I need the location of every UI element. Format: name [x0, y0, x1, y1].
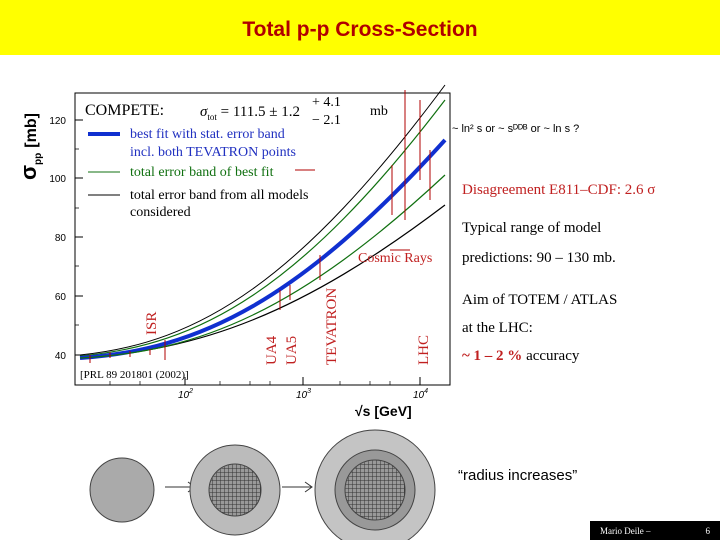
curves — [79, 84, 447, 360]
growth-note: ~ ln² s or ~ sᴰᴰᴮ or ~ ln s ? — [452, 123, 579, 135]
formula-up: + 4.1 — [312, 95, 341, 110]
note-line: at the LHC: — [462, 320, 533, 336]
experiments: ISR UA4 UA5 TEVATRON LHC Cosmic Rays — [144, 251, 432, 365]
legend-heading: COMPETE: — [85, 102, 164, 119]
data-points — [89, 90, 431, 363]
footer-author: Mario Deile – — [600, 526, 651, 536]
note-line: Aim of TOTEM / ATLAS — [462, 292, 617, 308]
formula-unit: mb — [370, 104, 388, 119]
legend: best fit with stat. error band incl. bot… — [88, 127, 308, 220]
y-tick-label: 100 — [49, 174, 66, 185]
page-number: 6 — [706, 526, 711, 536]
y-tick-label: 40 — [55, 351, 67, 362]
plot-frame — [74, 92, 451, 386]
reference: [PRL 89 201801 (2002)] — [80, 369, 189, 381]
diagram-caption: “radius increases” — [458, 467, 577, 484]
y-tick-label: 80 — [55, 233, 67, 244]
x-tick-label: 104 — [413, 388, 428, 401]
experiment: LHC — [416, 335, 432, 365]
x-tick-label: 103 — [296, 388, 311, 401]
y-tick-label: 60 — [55, 292, 67, 303]
ticks — [75, 119, 421, 385]
legend-entry: total error band of best fit — [130, 165, 274, 180]
x-tick-labels: 102 103 104 — [178, 388, 428, 401]
y-tick-labels: 120 100 80 60 40 — [49, 116, 66, 362]
disagreement: Disagreement E811–CDF: 2.6 σ — [462, 182, 655, 198]
footer-bar — [590, 521, 720, 540]
x-axis-label: √s [GeV] — [355, 403, 412, 419]
note-line: predictions: 90 – 130 mb. — [462, 250, 616, 266]
y-axis-label: σpp[mb] — [16, 113, 44, 180]
legend-entry: incl. both TEVATRON points — [130, 145, 296, 160]
experiment: UA4 — [264, 335, 280, 365]
legend-entry: best fit with stat. error band — [130, 127, 285, 142]
legend-entry: considered — [130, 205, 191, 220]
formula: σtot = 111.5 ± 1.2 — [200, 104, 300, 122]
y-tick-label: 120 — [49, 116, 66, 127]
experiment: TEVATRON — [324, 288, 340, 365]
diagram — [89, 429, 436, 540]
title: Total p-p Cross-Section — [242, 18, 477, 41]
header-bar — [0, 0, 720, 55]
legend-entry: total error band from all models — [130, 188, 308, 203]
note-line: Typical range of model — [462, 220, 601, 236]
formula-down: − 2.1 — [312, 113, 341, 128]
experiment: UA5 — [284, 336, 300, 365]
cosmic-label: Cosmic Rays — [358, 251, 432, 266]
accuracy: ~ 1 – 2 % accuracy — [462, 348, 580, 364]
experiment: ISR — [144, 312, 160, 335]
x-tick-label: 102 — [178, 388, 193, 401]
